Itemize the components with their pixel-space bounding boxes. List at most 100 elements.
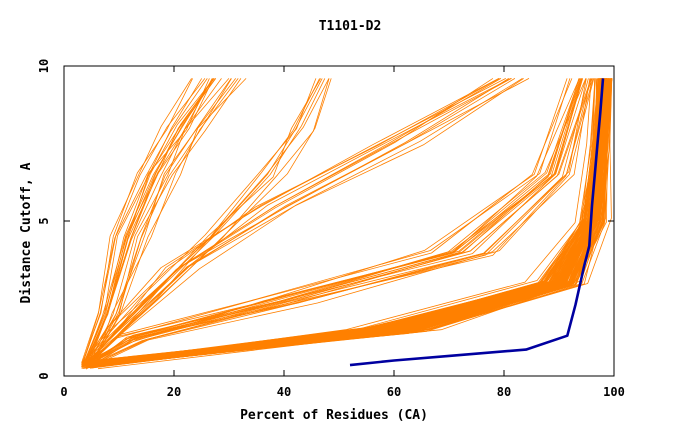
model-series-line	[81, 78, 600, 367]
chart-title: T1101-D2	[319, 19, 382, 34]
model-series-line	[81, 78, 595, 367]
x-tick-label: 100	[603, 385, 625, 399]
model-series-line	[81, 78, 601, 365]
model-series-line	[91, 78, 247, 366]
model-series-line	[84, 78, 605, 369]
model-series-line	[84, 78, 601, 366]
model-series-line	[88, 78, 232, 363]
model-series-line	[86, 78, 601, 365]
model-series-line	[93, 78, 606, 363]
model-series-line	[87, 78, 582, 367]
x-axis-label: Percent of Residues (CA)	[240, 408, 428, 423]
model-series-line	[90, 78, 523, 364]
x-tick-label: 0	[60, 385, 67, 399]
model-series-line	[89, 78, 606, 367]
model-series-line	[89, 78, 606, 365]
model-series-line	[88, 78, 230, 366]
model-series-line	[85, 78, 323, 366]
model-series-line	[82, 78, 599, 365]
x-tick-label: 80	[497, 385, 511, 399]
model-series-line	[88, 78, 604, 368]
model-series-line	[101, 78, 613, 366]
model-series-line	[83, 78, 213, 365]
model-series-line	[87, 78, 524, 369]
model-series-line	[92, 78, 609, 366]
model-series-line	[92, 78, 607, 366]
y-tick-label: 5	[37, 217, 51, 224]
highlight-series-line	[349, 78, 605, 367]
y-tick-label: 0	[37, 372, 51, 379]
model-series-line	[81, 78, 599, 365]
model-series-line	[85, 78, 601, 365]
model-series-line	[91, 78, 242, 363]
y-axis-label: Distance Cutoff, A	[19, 162, 34, 303]
model-series-line	[82, 78, 322, 365]
model-series-line	[81, 78, 596, 365]
model-series-line	[90, 78, 611, 364]
model-series-line	[83, 78, 600, 364]
model-series-line	[81, 78, 599, 366]
model-series-line	[89, 78, 606, 364]
model-series-line	[90, 78, 607, 363]
model-series-line	[85, 78, 600, 365]
model-series-line	[85, 78, 583, 367]
model-series-line	[81, 78, 192, 368]
model-series-line	[90, 78, 610, 367]
model-series-line	[87, 78, 332, 364]
model-series-line	[93, 78, 607, 363]
model-series-line	[87, 78, 584, 367]
model-series-line	[83, 78, 601, 369]
series-layer	[81, 78, 613, 370]
model-series-line	[81, 78, 603, 363]
model-series-line	[91, 78, 608, 364]
model-series-line	[85, 78, 602, 364]
model-series-line	[81, 78, 193, 365]
model-series-line	[81, 78, 601, 367]
model-series-line	[81, 78, 599, 365]
model-series-line	[92, 78, 610, 366]
model-series-line	[87, 78, 610, 367]
tick-layer: 0 20 40 60 80 100 0 5 10	[37, 59, 625, 399]
model-series-line	[86, 78, 215, 366]
model-series-line	[89, 78, 592, 365]
model-series-line	[95, 78, 611, 362]
model-series-line	[90, 78, 609, 368]
model-series-line	[90, 78, 602, 367]
model-series-line	[89, 78, 610, 364]
model-series-line	[92, 78, 607, 366]
model-series-line	[90, 78, 608, 362]
model-series-line	[88, 78, 608, 362]
model-series-line	[81, 78, 592, 366]
model-series-line	[89, 78, 330, 364]
model-series-line	[92, 78, 607, 367]
x-tick-label: 20	[167, 385, 181, 399]
model-series-line	[82, 78, 210, 366]
model-series-line	[88, 78, 607, 363]
model-series-line	[91, 78, 608, 366]
y-tick-label: 10	[37, 59, 51, 73]
model-series-line	[88, 78, 607, 364]
model-series-line	[84, 78, 602, 364]
model-series-line	[87, 78, 580, 366]
x-tick-label: 60	[387, 385, 401, 399]
x-tick-label: 40	[277, 385, 291, 399]
model-series-line	[81, 78, 598, 368]
model-series-line	[96, 78, 613, 365]
model-series-line	[91, 78, 232, 363]
model-series-line	[89, 78, 587, 368]
model-series-line	[81, 78, 596, 366]
model-series-line	[87, 78, 606, 365]
model-series-line	[90, 78, 237, 365]
model-series-line	[85, 78, 330, 366]
model-series-line	[83, 78, 571, 365]
model-series-line	[85, 78, 604, 365]
model-series-line	[90, 78, 605, 365]
model-series-line	[81, 78, 600, 367]
model-series-line	[81, 78, 601, 367]
model-series-line	[90, 78, 610, 364]
model-series-line	[81, 78, 208, 363]
model-series-line	[81, 78, 568, 367]
model-series-line	[95, 78, 613, 365]
model-series-line	[96, 78, 612, 365]
